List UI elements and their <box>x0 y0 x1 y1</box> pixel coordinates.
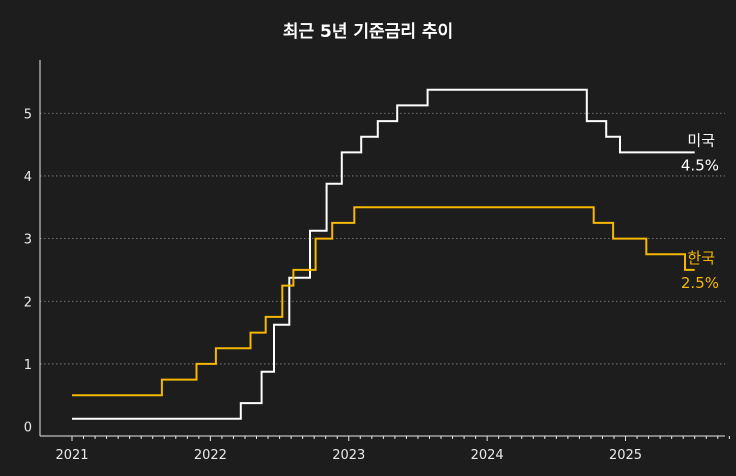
x-tick-label: 2022 <box>194 448 227 463</box>
series-line-0 <box>72 88 695 420</box>
x-tick-label: 2021 <box>55 448 88 463</box>
y-tick-label: 3 <box>24 233 32 248</box>
end-labels: 미국 4.5% 한국 2.5% <box>681 131 719 291</box>
series-value-label: 2.5% <box>681 274 719 292</box>
y-tick-label: 4 <box>24 170 32 185</box>
series-lines <box>72 88 695 420</box>
y-tick-label: 2 <box>24 295 32 310</box>
x-tick-label: 2024 <box>471 448 504 463</box>
chart-title: 최근 5년 기준금리 추이 <box>283 22 453 42</box>
x-tick-label: 2023 <box>332 448 365 463</box>
axes: 0 1 2 3 4 5 2021 2022 2023 2024 2025 <box>24 60 730 463</box>
y-tick-label: 1 <box>24 358 32 373</box>
x-tick-label: 2025 <box>609 448 642 463</box>
series-name-label: 한국 <box>687 249 715 267</box>
y-tick-label: 5 <box>24 107 32 122</box>
series-line-1 <box>72 206 695 397</box>
series-name-label: 미국 <box>687 131 715 149</box>
y-tick-label: 0 <box>24 421 32 436</box>
series-value-label: 4.5% <box>681 156 719 174</box>
